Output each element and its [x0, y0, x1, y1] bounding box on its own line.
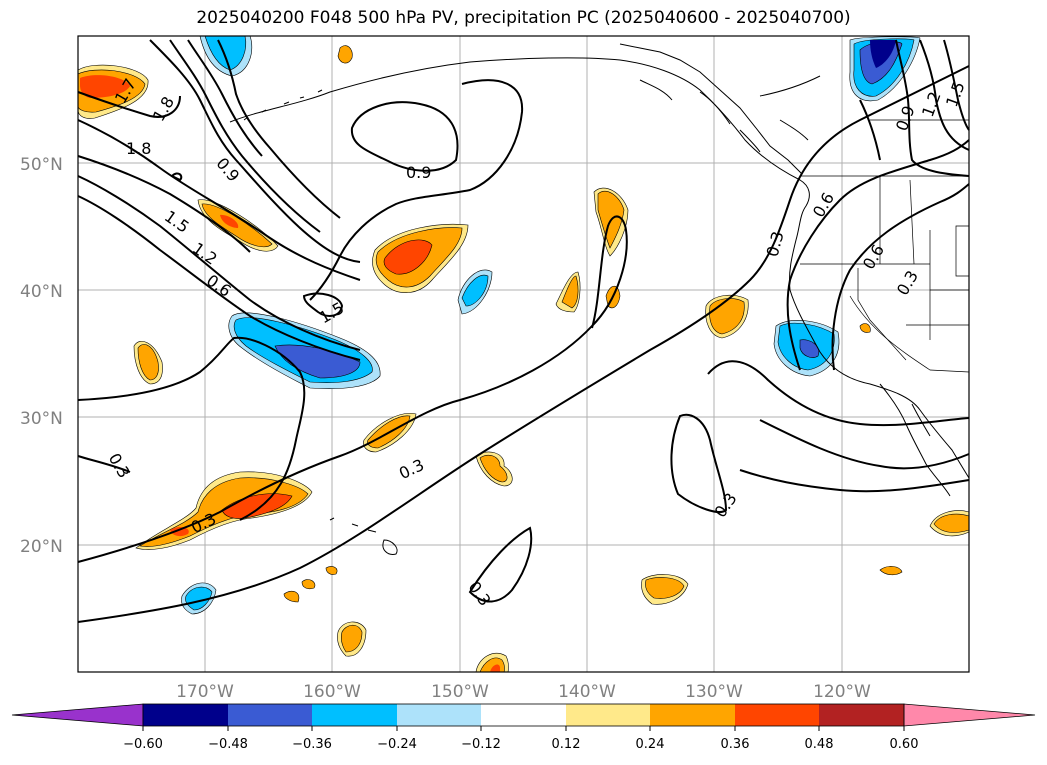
- coastlines: [229, 43, 970, 555]
- borders: [800, 119, 970, 373]
- lat-labels: 50°N 40°N 30°N 20°N: [20, 155, 63, 557]
- colorbar-tick-label: 0.12: [552, 737, 581, 752]
- colorbar-segment: [819, 704, 904, 726]
- lat-label-40n: 40°N: [20, 282, 63, 302]
- contour-label: 1.8: [126, 139, 151, 158]
- colorbar-tick-label: −0.12: [461, 737, 501, 752]
- colorbar-tick-label: −0.36: [292, 737, 332, 752]
- lon-label-120w: 120°W: [813, 682, 871, 702]
- colorbar-min-extension: [11, 703, 144, 727]
- colorbar-frame: [142, 703, 905, 727]
- map-frame: [77, 35, 970, 673]
- colorbar-segment: [566, 704, 650, 726]
- lon-label-140w: 140°W: [558, 682, 616, 702]
- colorbar-segment: [143, 704, 228, 726]
- colorbar-tick-label: −0.48: [208, 737, 248, 752]
- colorbar-tick-label: 0.60: [890, 737, 919, 752]
- map-area: 1.7 1.8 1.8 0.9 0.9 1.5 1.2 0.6 1.5 0.3 …: [77, 35, 970, 673]
- pv-contours: [77, 39, 970, 623]
- lon-label-150w: 150°W: [431, 682, 489, 702]
- lon-label-130w: 130°W: [685, 682, 743, 702]
- lon-labels: 170°W 160°W 150°W 140°W 130°W 120°W: [176, 682, 871, 702]
- colorbar-segment: [735, 704, 819, 726]
- colorbar-tick-labels: −0.60 −0.48 −0.36 −0.24 −0.12 0.12 0.24 …: [123, 737, 918, 752]
- lat-label-30n: 30°N: [20, 409, 63, 429]
- colorbar-segment: [481, 704, 566, 726]
- precip-shading: [77, 35, 970, 673]
- map-title: 2025040200 F048 500 hPa PV, precipitatio…: [196, 8, 851, 28]
- colorbar-tick-label: −0.24: [377, 737, 417, 752]
- colorbar-segment: [650, 704, 735, 726]
- lat-label-50n: 50°N: [20, 155, 63, 175]
- colorbar-tick-label: −0.60: [123, 737, 163, 752]
- colorbar-segment: [228, 704, 312, 726]
- colorbar-segment: [397, 704, 481, 726]
- graticule: [78, 36, 969, 672]
- contour-label: 0.9: [406, 163, 431, 182]
- colorbar-max-extension: [903, 703, 1036, 727]
- colorbar-ticks: [142, 726, 905, 731]
- colorbar-segment: [312, 704, 397, 726]
- colorbar-tick-label: 0.48: [805, 737, 834, 752]
- colorbar-tick-label: 0.36: [721, 737, 750, 752]
- lon-label-160w: 160°W: [303, 682, 361, 702]
- colorbar-tick-label: 0.24: [636, 737, 665, 752]
- lat-label-20n: 20°N: [20, 537, 63, 557]
- colorbar: −0.60 −0.48 −0.36 −0.24 −0.12 0.12 0.24 …: [11, 703, 1036, 752]
- lon-label-170w: 170°W: [176, 682, 234, 702]
